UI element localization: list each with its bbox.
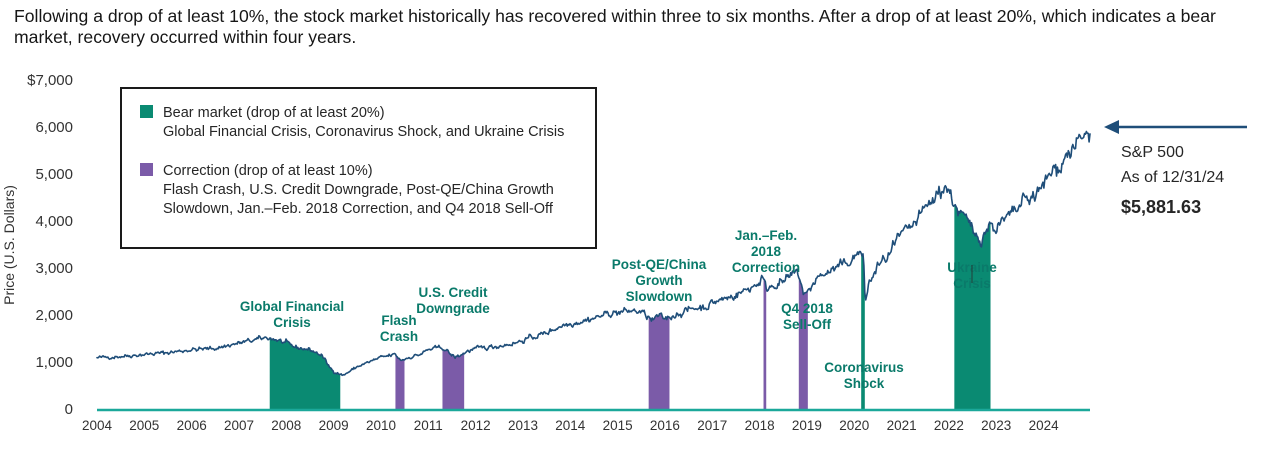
svg-text:Flash Crash, U.S. Credit Downg: Flash Crash, U.S. Credit Downgrade, Post…: [163, 182, 554, 198]
svg-text:Shock: Shock: [844, 376, 885, 391]
svg-text:$7,000: $7,000: [27, 72, 73, 89]
svg-text:2018: 2018: [751, 244, 782, 259]
svg-text:2011: 2011: [414, 418, 443, 433]
svg-text:2015: 2015: [603, 418, 633, 433]
svg-text:2009: 2009: [319, 418, 349, 433]
svg-text:2013: 2013: [508, 418, 538, 433]
svg-text:2020: 2020: [839, 418, 869, 433]
svg-text:2024: 2024: [1029, 418, 1060, 433]
svg-text:2,000: 2,000: [35, 307, 73, 324]
svg-text:2021: 2021: [887, 418, 917, 433]
svg-text:2014: 2014: [555, 418, 586, 433]
svg-text:3,000: 3,000: [35, 260, 73, 277]
svg-text:2022: 2022: [934, 418, 964, 433]
svg-text:2023: 2023: [981, 418, 1011, 433]
svg-text:Sell-Off: Sell-Off: [783, 317, 832, 332]
svg-text:Coronavirus: Coronavirus: [824, 360, 904, 375]
svg-text:Growth: Growth: [635, 273, 682, 288]
svg-text:6,000: 6,000: [35, 119, 73, 136]
svg-text:Flash: Flash: [381, 313, 416, 328]
svg-text:2008: 2008: [271, 418, 301, 433]
svg-text:2006: 2006: [177, 418, 207, 433]
svg-text:Downgrade: Downgrade: [416, 301, 490, 316]
svg-text:4,000: 4,000: [35, 213, 73, 230]
svg-text:Post-QE/China: Post-QE/China: [612, 257, 707, 272]
svg-text:2016: 2016: [650, 418, 680, 433]
svg-text:Global Financial Crisis, Coron: Global Financial Crisis, Coronavirus Sho…: [163, 124, 564, 140]
svg-text:Slowdown: Slowdown: [626, 289, 693, 304]
svg-text:2007: 2007: [224, 418, 254, 433]
svg-text:2004: 2004: [82, 418, 113, 433]
svg-text:Global Financial: Global Financial: [240, 299, 344, 314]
svg-text:2005: 2005: [129, 418, 159, 433]
svg-text:2019: 2019: [792, 418, 822, 433]
svg-text:Price (U.S. Dollars): Price (U.S. Dollars): [1, 185, 17, 305]
svg-text:2018: 2018: [745, 418, 775, 433]
svg-text:As of 12/31/24: As of 12/31/24: [1121, 169, 1224, 186]
svg-text:2017: 2017: [697, 418, 727, 433]
svg-text:Correction: Correction: [732, 260, 800, 275]
svg-text:2010: 2010: [366, 418, 396, 433]
svg-text:0: 0: [65, 401, 73, 418]
svg-text:Crisis: Crisis: [273, 315, 311, 330]
svg-text:Q4 2018: Q4 2018: [781, 301, 833, 316]
svg-text:1,000: 1,000: [35, 354, 73, 371]
svg-text:Correction (drop of at least 1: Correction (drop of at least 10%): [163, 163, 373, 179]
svg-text:5,000: 5,000: [35, 166, 73, 183]
svg-text:$5,881.63: $5,881.63: [1121, 197, 1201, 217]
svg-text:S&P 500: S&P 500: [1121, 144, 1184, 161]
svg-text:Bear market (drop of at least: Bear market (drop of at least 20%): [163, 105, 385, 121]
svg-text:Jan.–Feb.: Jan.–Feb.: [735, 228, 797, 243]
svg-text:Slowdown, Jan.–Feb. 2018 Corre: Slowdown, Jan.–Feb. 2018 Correction, and…: [163, 201, 554, 217]
svg-text:Crash: Crash: [380, 329, 418, 344]
svg-text:2012: 2012: [461, 418, 491, 433]
svg-text:U.S. Credit: U.S. Credit: [418, 285, 488, 300]
